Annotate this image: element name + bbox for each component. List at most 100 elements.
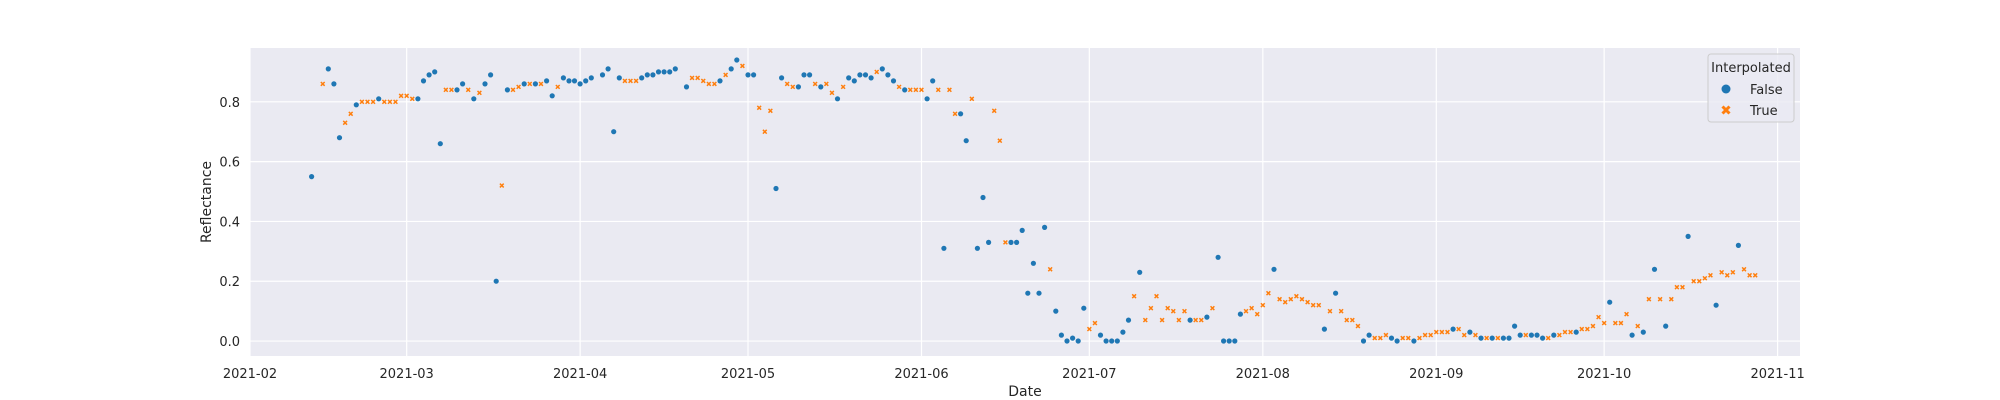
data-point-false: [1097, 332, 1104, 338]
grid-lines: [249, 48, 1800, 356]
data-point-true: [1445, 329, 1450, 335]
x-axis-label: Date: [1008, 384, 1041, 400]
x-tick-label: 2021-05: [721, 367, 775, 382]
data-point-true: [947, 87, 952, 93]
data-point-true: [1277, 296, 1283, 302]
data-point-false: [331, 81, 337, 87]
data-point-true: [1674, 284, 1680, 290]
x-tick-label: 2021-10: [1577, 367, 1631, 382]
data-point-true: [1282, 299, 1288, 305]
data-point-true: [1646, 296, 1652, 302]
data-point-false: [717, 78, 723, 84]
data-point-true: [1579, 326, 1585, 332]
data-point-false: [930, 78, 936, 84]
data-point-true: [1545, 335, 1551, 341]
data-point-true: [1657, 296, 1663, 302]
data-point-true: [449, 87, 454, 93]
data-point-true: [874, 69, 880, 75]
x-tick-label: 2021-06: [894, 367, 948, 382]
data-point-true: [359, 99, 365, 105]
data-point-false: [728, 66, 734, 72]
data-point-false: [1388, 335, 1395, 341]
data-point-true: [762, 129, 768, 135]
data-point-true: [499, 183, 505, 188]
data-point-false: [599, 72, 606, 78]
data-point-false: [1064, 338, 1070, 344]
data-point-true: [1327, 308, 1333, 314]
data-point-true: [516, 84, 522, 90]
data-point-false: [1394, 338, 1400, 344]
data-point-true: [1635, 323, 1641, 329]
data-point-true: [370, 99, 376, 105]
data-point-true: [1724, 272, 1730, 278]
data-point-true: [1243, 308, 1249, 314]
data-point-false: [1333, 290, 1339, 296]
data-point-false: [426, 72, 432, 78]
data-point-false: [661, 69, 667, 75]
data-point-false: [1512, 323, 1518, 329]
data-point-false: [683, 84, 690, 90]
data-point-true: [1691, 278, 1697, 284]
data-point-true: [840, 84, 846, 90]
data-point-true: [365, 99, 370, 105]
data-point-false: [1640, 329, 1646, 335]
data-point-true: [913, 87, 919, 93]
data-point-true: [1484, 335, 1490, 341]
data-point-false: [1103, 338, 1109, 344]
data-point-false: [1467, 329, 1473, 335]
data-point-false: [1226, 338, 1232, 344]
data-point-true: [1310, 302, 1316, 308]
legend-true-marker: [1721, 105, 1731, 115]
data-point-false: [650, 72, 656, 78]
data-point-false: [488, 72, 494, 78]
data-point-false: [963, 138, 969, 144]
data-point-true: [1596, 314, 1601, 320]
data-point-false: [571, 78, 578, 84]
data-series: [309, 57, 1758, 344]
data-point-false: [1109, 338, 1115, 344]
data-point-false: [667, 69, 673, 75]
data-point-true: [443, 87, 449, 93]
data-point-true: [739, 63, 745, 69]
data-point-true: [907, 87, 913, 93]
data-point-false: [795, 84, 802, 90]
x-tick-label: 2021-04: [553, 367, 607, 382]
x-tick-label: 2021-03: [380, 367, 434, 382]
data-point-false: [1573, 329, 1579, 335]
x-tick-label: 2021-09: [1409, 367, 1463, 382]
data-point-true: [1142, 317, 1148, 323]
data-point-true: [1680, 284, 1685, 290]
data-point-true: [790, 84, 796, 90]
data-point-false: [1237, 311, 1243, 317]
y-tick-label: 0.0: [219, 335, 240, 350]
data-point-false: [1500, 335, 1506, 341]
legend-false-label: False: [1750, 83, 1783, 98]
data-point-true: [1154, 293, 1159, 299]
data-point-false: [773, 185, 779, 192]
data-point-false: [857, 72, 863, 78]
data-point-true: [1288, 296, 1294, 302]
data-point-true: [997, 138, 1003, 144]
data-point-false: [493, 278, 499, 284]
data-point-false: [1478, 335, 1484, 341]
data-point-true: [712, 81, 717, 87]
x-axis-ticks: 2021-02 2021-03 2021-04 2021-05 2021-06 2021-…: [223, 367, 1805, 382]
data-point-false: [1025, 290, 1031, 296]
data-point-true: [1182, 308, 1187, 314]
data-point-true: [952, 111, 958, 117]
data-point-false: [958, 111, 964, 117]
y-tick-label: 0.2: [219, 275, 240, 290]
data-point-false: [879, 66, 885, 72]
data-point-true: [393, 99, 398, 105]
data-point-false: [1114, 338, 1120, 344]
data-point-true: [404, 93, 410, 99]
data-point-true: [1568, 329, 1574, 335]
data-point-false: [924, 96, 930, 102]
data-point-true: [1612, 320, 1618, 326]
data-point-false: [1506, 335, 1512, 341]
data-point-false: [986, 239, 992, 245]
data-point-false: [1070, 335, 1076, 341]
data-point-true: [1400, 335, 1406, 341]
data-point-true: [1092, 320, 1098, 326]
data-point-true: [1456, 326, 1462, 332]
